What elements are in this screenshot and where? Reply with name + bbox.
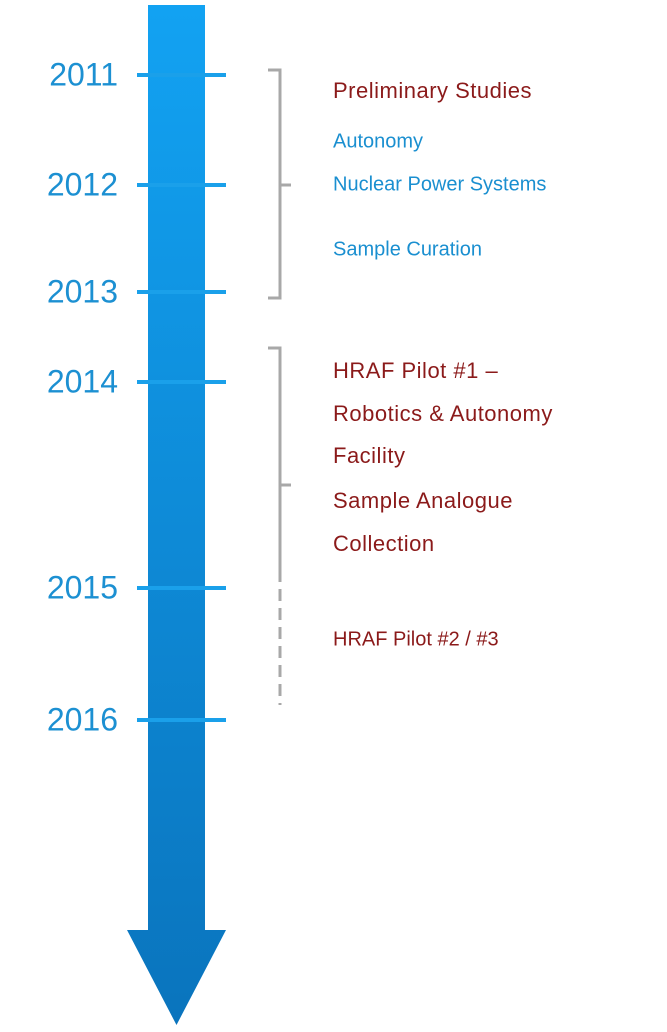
year-label: 2012 [47, 166, 118, 202]
phase-item: Nuclear Power Systems [333, 173, 546, 195]
year-label: 2013 [47, 273, 118, 309]
phase-entry: HRAF Pilot #2 / #3 [333, 628, 499, 650]
phase-entry: HRAF Pilot #1 – [333, 358, 498, 383]
phase-item: Sample Curation [333, 238, 482, 260]
phase-entry: Facility [333, 443, 405, 468]
phase-entry: Robotics & Autonomy [333, 401, 553, 426]
year-label: 2016 [47, 701, 118, 737]
year-label: 2015 [47, 569, 118, 605]
year-label: 2014 [47, 363, 118, 399]
phase-title: Preliminary Studies [333, 78, 532, 103]
phase-item: Autonomy [333, 130, 423, 152]
year-label: 2011 [49, 56, 118, 92]
phase-entry: Collection [333, 531, 435, 556]
bracket [268, 68, 291, 300]
phase-entry: Sample Analogue [333, 488, 513, 513]
bracket [268, 346, 291, 570]
timeline-arrow [127, 5, 226, 1025]
